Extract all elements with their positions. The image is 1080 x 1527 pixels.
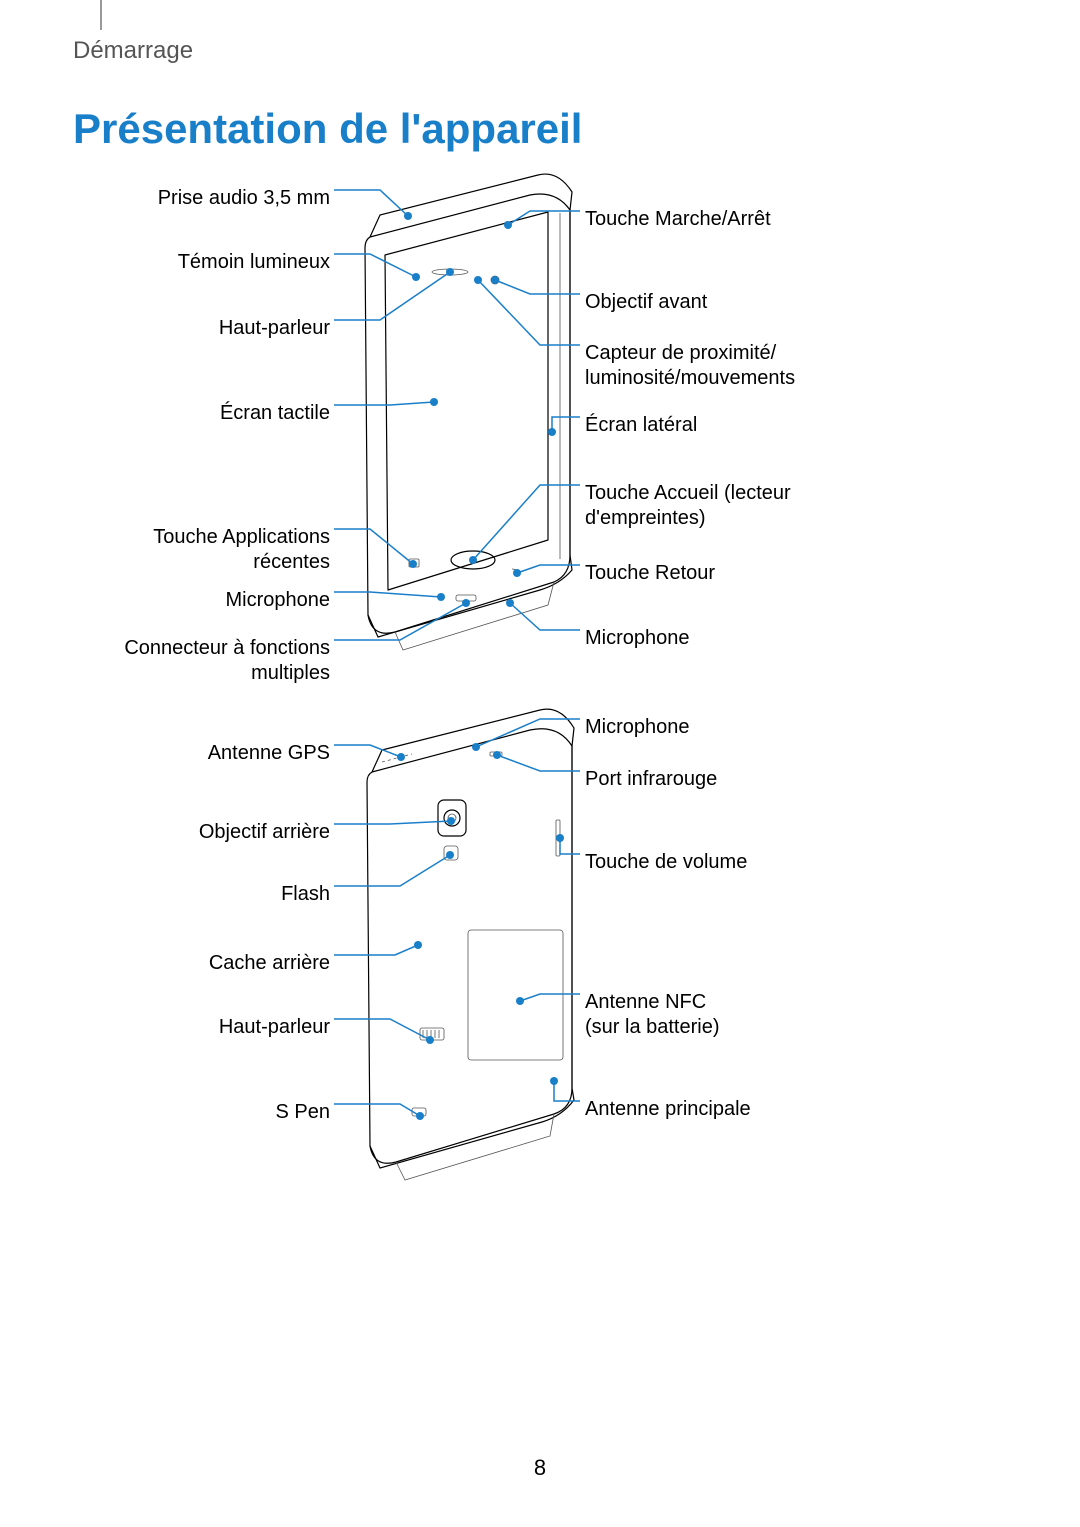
callout-led: Témoin lumineux <box>178 250 330 275</box>
callout-recent-apps-line1: récentes <box>153 550 330 575</box>
callout-ir-port: Port infrarouge <box>585 767 717 792</box>
callout-audio-jack-line0: Prise audio 3,5 mm <box>158 186 330 211</box>
callout-back-key: Touche Retour <box>585 561 715 586</box>
callout-flash-line0: Flash <box>281 882 330 907</box>
callout-main-antenna: Antenne principale <box>585 1097 751 1122</box>
callout-back-key-line0: Touche Retour <box>585 561 715 586</box>
top-margin-line <box>100 0 102 30</box>
callout-multi-connector: Connecteur à fonctionsmultiples <box>124 636 330 686</box>
callout-recent-apps-line0: Touche Applications <box>153 525 330 550</box>
callout-speaker-back-line0: Haut-parleur <box>219 1015 330 1040</box>
callout-rear-camera: Objectif arrière <box>199 820 330 845</box>
callout-speaker-back: Haut-parleur <box>219 1015 330 1040</box>
callout-home-key-line0: Touche Accueil (lecteur <box>585 481 791 506</box>
section-header: Démarrage <box>73 37 193 65</box>
callout-gps-antenna-line0: Antenne GPS <box>208 741 330 766</box>
diagram-overlay <box>0 0 1080 1527</box>
callout-home-key-line1: d'empreintes) <box>585 506 791 531</box>
callout-main-antenna-line0: Antenne principale <box>585 1097 751 1122</box>
page-title: Présentation de l'appareil <box>73 105 582 153</box>
callout-nfc-antenna-line1: (sur la batterie) <box>585 1015 720 1040</box>
phone-front-diagram <box>365 174 572 650</box>
callout-led-line0: Témoin lumineux <box>178 250 330 275</box>
callout-edge-screen: Écran latéral <box>585 413 697 438</box>
callout-front-camera: Objectif avant <box>585 290 707 315</box>
phone-back-diagram <box>367 709 574 1180</box>
callout-multi-connector-line1: multiples <box>124 661 330 686</box>
callout-gps-antenna: Antenne GPS <box>208 741 330 766</box>
callout-back-cover-line0: Cache arrière <box>209 951 330 976</box>
callout-rear-camera-line0: Objectif arrière <box>199 820 330 845</box>
callout-s-pen-line0: S Pen <box>276 1100 330 1125</box>
callout-edge-screen-line0: Écran latéral <box>585 413 697 438</box>
callout-nfc-antenna-line0: Antenne NFC <box>585 990 720 1015</box>
callout-touchscreen: Écran tactile <box>220 401 330 426</box>
callout-power-key: Touche Marche/Arrêt <box>585 207 771 232</box>
callout-recent-apps: Touche Applicationsrécentes <box>153 525 330 575</box>
callout-mic-back: Microphone <box>585 715 690 740</box>
callout-mic-front-right: Microphone <box>585 626 690 651</box>
callout-mic-front-right-line0: Microphone <box>585 626 690 651</box>
callout-back-cover: Cache arrière <box>209 951 330 976</box>
callout-speaker-front: Haut-parleur <box>219 316 330 341</box>
callout-flash: Flash <box>281 882 330 907</box>
callout-mic-front-left-line0: Microphone <box>225 588 330 613</box>
callout-prox-sensor-line1: luminosité/mouvements <box>585 366 795 391</box>
page-root: Démarrage Présentation de l'appareil <box>0 0 1080 1527</box>
callout-touchscreen-line0: Écran tactile <box>220 401 330 426</box>
callout-mic-back-line0: Microphone <box>585 715 690 740</box>
callout-s-pen: S Pen <box>276 1100 330 1125</box>
callout-ir-port-line0: Port infrarouge <box>585 767 717 792</box>
callout-home-key: Touche Accueil (lecteurd'empreintes) <box>585 481 791 531</box>
callout-front-camera-line0: Objectif avant <box>585 290 707 315</box>
callout-volume-key: Touche de volume <box>585 850 747 875</box>
page-number: 8 <box>0 1455 1080 1481</box>
callout-audio-jack: Prise audio 3,5 mm <box>158 186 330 211</box>
callout-nfc-antenna: Antenne NFC(sur la batterie) <box>585 990 720 1040</box>
callout-power-key-line0: Touche Marche/Arrêt <box>585 207 771 232</box>
callout-volume-key-line0: Touche de volume <box>585 850 747 875</box>
callout-prox-sensor: Capteur de proximité/luminosité/mouvemen… <box>585 341 795 391</box>
callout-multi-connector-line0: Connecteur à fonctions <box>124 636 330 661</box>
callout-prox-sensor-line0: Capteur de proximité/ <box>585 341 795 366</box>
callout-mic-front-left: Microphone <box>225 588 330 613</box>
callout-speaker-front-line0: Haut-parleur <box>219 316 330 341</box>
